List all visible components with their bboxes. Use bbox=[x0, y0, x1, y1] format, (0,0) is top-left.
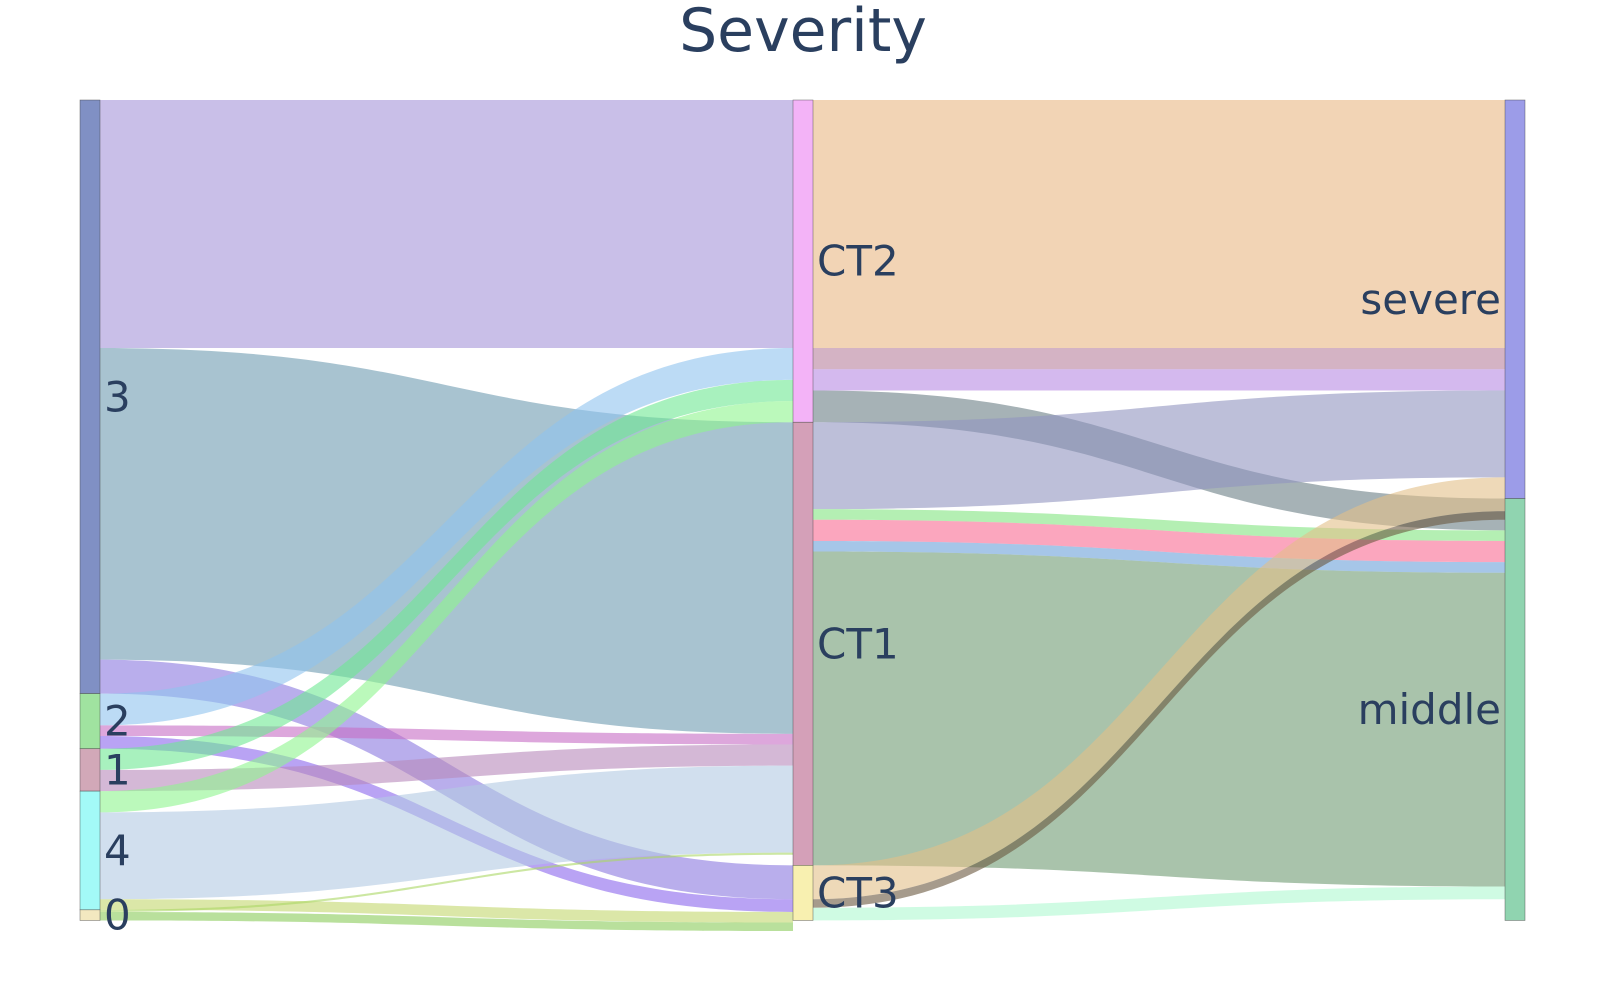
link-CT3-to-severe-22 bbox=[813, 477, 1505, 900]
link-0-to-CT1-11 bbox=[100, 852, 793, 912]
node-4 bbox=[79, 790, 101, 911]
sankey-node-labels: 3 21 4 0 CT2 CT1 CT3 severe middle bbox=[104, 237, 1501, 940]
link-CT2-to-severe-15 bbox=[813, 369, 1505, 391]
link-3-to-CT2-0 bbox=[100, 100, 793, 349]
link-CT2-to-severe-14 bbox=[813, 348, 1505, 370]
node-label-0: 0 bbox=[104, 891, 131, 940]
link-CT1-to-severe-17 bbox=[813, 390, 1505, 510]
node-0 bbox=[79, 909, 101, 921]
link-1-to-CT1-7 bbox=[100, 744, 793, 792]
node-CT2 bbox=[792, 99, 814, 423]
node-2 bbox=[79, 693, 101, 750]
node-label-severe: severe bbox=[1360, 275, 1501, 324]
node-label-2: 2 bbox=[104, 697, 131, 746]
link-CT2-to-severe-13 bbox=[813, 100, 1505, 349]
node-label-1: 1 bbox=[104, 745, 131, 794]
link-4-to-CT2-8 bbox=[100, 401, 793, 813]
sankey-links bbox=[100, 100, 1505, 932]
sankey-nodes bbox=[79, 99, 1526, 921]
link-CT3-to-severe-23 bbox=[813, 511, 1505, 908]
node-CT3 bbox=[792, 865, 814, 921]
link-4-to-CT1-9 bbox=[100, 765, 793, 900]
node-label-middle: middle bbox=[1358, 685, 1501, 734]
node-label-CT1: CT1 bbox=[817, 619, 899, 668]
node-severe bbox=[1504, 99, 1526, 499]
link-CT3-to-middle-24 bbox=[813, 886, 1505, 921]
node-middle bbox=[1504, 498, 1526, 921]
link-2-to-CT2-3 bbox=[100, 348, 793, 726]
node-1 bbox=[79, 748, 101, 792]
link-1-to-CT2-6 bbox=[100, 379, 793, 770]
link-0-to-CT3-12 bbox=[100, 911, 793, 932]
node-label-CT3: CT3 bbox=[817, 868, 899, 917]
link-CT1-to-middle-21 bbox=[813, 551, 1505, 887]
node-3 bbox=[79, 99, 101, 694]
link-CT1-to-middle-20 bbox=[813, 540, 1505, 573]
link-3-to-CT3-2 bbox=[100, 659, 793, 900]
node-label-4: 4 bbox=[104, 826, 131, 875]
node-label-CT2: CT2 bbox=[817, 237, 899, 286]
chart-title: Severity bbox=[679, 0, 927, 66]
node-CT1 bbox=[792, 421, 814, 866]
node-label-3: 3 bbox=[104, 372, 131, 421]
